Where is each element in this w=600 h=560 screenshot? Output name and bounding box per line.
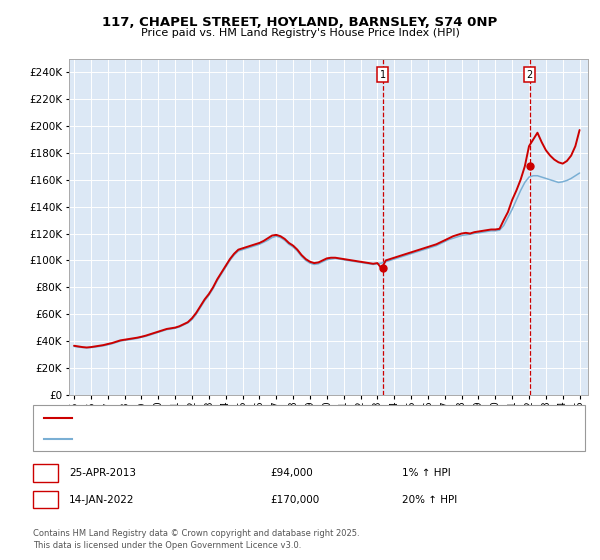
Text: 2: 2	[527, 70, 533, 80]
Text: 1: 1	[42, 468, 49, 478]
Text: 14-JAN-2022: 14-JAN-2022	[69, 494, 134, 505]
Text: 117, CHAPEL STREET, HOYLAND, BARNSLEY, S74 0NP (semi-detached house): 117, CHAPEL STREET, HOYLAND, BARNSLEY, S…	[76, 413, 424, 422]
Text: 25-APR-2013: 25-APR-2013	[69, 468, 136, 478]
Text: 20% ↑ HPI: 20% ↑ HPI	[402, 494, 457, 505]
Text: 1% ↑ HPI: 1% ↑ HPI	[402, 468, 451, 478]
Text: £94,000: £94,000	[270, 468, 313, 478]
Text: Contains HM Land Registry data © Crown copyright and database right 2025.
This d: Contains HM Land Registry data © Crown c…	[33, 529, 359, 550]
Text: £170,000: £170,000	[270, 494, 319, 505]
Text: 2: 2	[42, 494, 49, 505]
Text: Price paid vs. HM Land Registry's House Price Index (HPI): Price paid vs. HM Land Registry's House …	[140, 28, 460, 38]
Text: 117, CHAPEL STREET, HOYLAND, BARNSLEY, S74 0NP: 117, CHAPEL STREET, HOYLAND, BARNSLEY, S…	[103, 16, 497, 29]
Text: 1: 1	[380, 70, 386, 80]
Text: HPI: Average price, semi-detached house, Barnsley: HPI: Average price, semi-detached house,…	[76, 435, 308, 444]
